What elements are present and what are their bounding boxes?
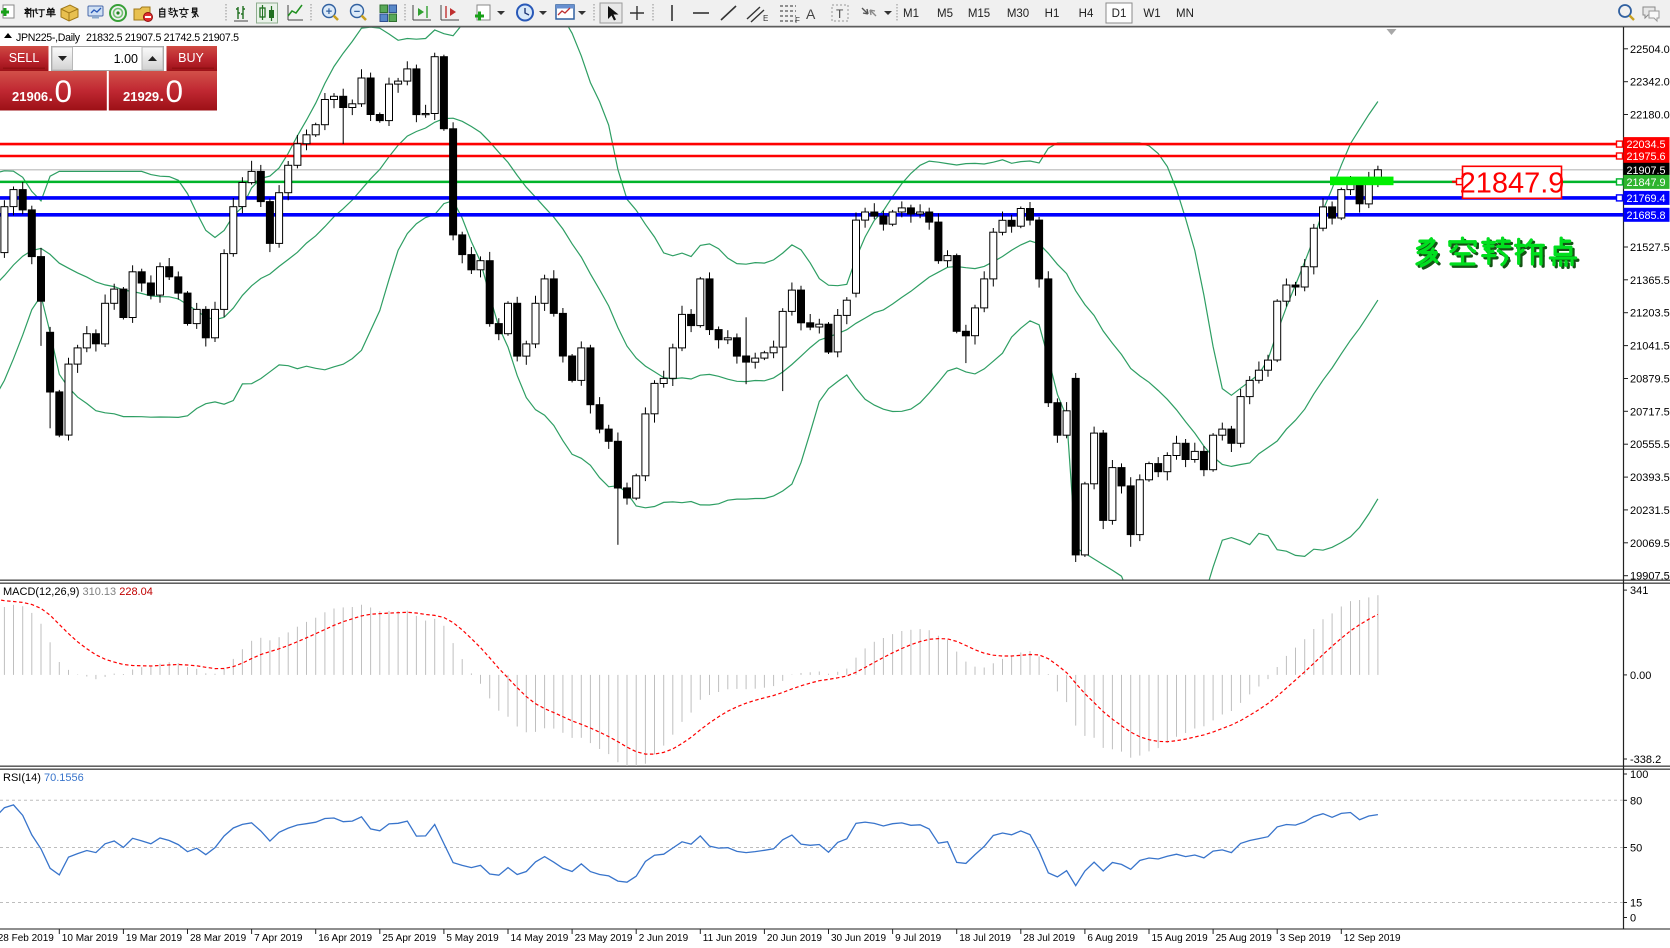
svg-text:21685.8: 21685.8 bbox=[1627, 210, 1666, 222]
svg-text:.: . bbox=[160, 88, 164, 105]
svg-text:341: 341 bbox=[1630, 585, 1648, 597]
svg-text:RSI(14) 70.1556: RSI(14) 70.1556 bbox=[3, 772, 84, 784]
svg-text:F: F bbox=[795, 16, 800, 25]
svg-text:+: + bbox=[326, 6, 332, 18]
svg-text:-338.2: -338.2 bbox=[1630, 754, 1661, 766]
svg-text:15: 15 bbox=[1630, 898, 1642, 910]
svg-text:6 Aug 2019: 6 Aug 2019 bbox=[1087, 933, 1138, 944]
svg-text:28 Feb 2019: 28 Feb 2019 bbox=[0, 933, 54, 944]
svg-text:M30: M30 bbox=[1007, 8, 1029, 20]
svg-text:M1: M1 bbox=[903, 8, 919, 20]
svg-text:22342.0: 22342.0 bbox=[1630, 77, 1670, 89]
svg-text:T: T bbox=[836, 7, 844, 21]
svg-text:0.00: 0.00 bbox=[1630, 670, 1651, 682]
svg-text:25 Aug 2019: 25 Aug 2019 bbox=[1216, 933, 1273, 944]
svg-text:22034.5: 22034.5 bbox=[1627, 139, 1666, 151]
svg-text:21906: 21906 bbox=[12, 89, 48, 104]
svg-text:19 Mar 2019: 19 Mar 2019 bbox=[126, 933, 183, 944]
svg-text:9 Jul 2019: 9 Jul 2019 bbox=[895, 933, 942, 944]
svg-text:19907.5: 19907.5 bbox=[1630, 571, 1670, 583]
svg-text:22180.0: 22180.0 bbox=[1630, 110, 1670, 122]
svg-text:30 Jun 2019: 30 Jun 2019 bbox=[831, 933, 886, 944]
svg-text:100: 100 bbox=[1630, 769, 1648, 781]
svg-text:12 Sep 2019: 12 Sep 2019 bbox=[1344, 933, 1401, 944]
svg-text:21847.9: 21847.9 bbox=[1627, 177, 1666, 189]
svg-text:16 Apr 2019: 16 Apr 2019 bbox=[318, 933, 372, 944]
svg-text:.: . bbox=[49, 88, 53, 105]
svg-text:3 Sep 2019: 3 Sep 2019 bbox=[1280, 933, 1332, 944]
svg-text:10 Mar 2019: 10 Mar 2019 bbox=[62, 933, 119, 944]
svg-text:5 May 2019: 5 May 2019 bbox=[446, 933, 499, 944]
svg-text:1.00: 1.00 bbox=[114, 52, 138, 66]
svg-text:H4: H4 bbox=[1079, 8, 1094, 20]
svg-text:20 Jun 2019: 20 Jun 2019 bbox=[767, 933, 822, 944]
svg-text:11 Jun 2019: 11 Jun 2019 bbox=[703, 933, 758, 944]
svg-text:W1: W1 bbox=[1143, 8, 1160, 20]
svg-text:15 Aug 2019: 15 Aug 2019 bbox=[1152, 933, 1209, 944]
svg-text:21847.9: 21847.9 bbox=[1460, 168, 1565, 200]
svg-text:21365.5: 21365.5 bbox=[1630, 275, 1670, 287]
svg-text:21929: 21929 bbox=[123, 89, 159, 104]
svg-text:23 May 2019: 23 May 2019 bbox=[575, 933, 633, 944]
svg-text:20231.5: 20231.5 bbox=[1630, 505, 1670, 517]
svg-text:50: 50 bbox=[1630, 843, 1642, 855]
svg-text:SELL: SELL bbox=[9, 51, 40, 65]
svg-text:20393.5: 20393.5 bbox=[1630, 472, 1670, 484]
svg-text:22504.0: 22504.0 bbox=[1630, 44, 1670, 56]
svg-text:21041.5: 21041.5 bbox=[1630, 341, 1670, 353]
svg-text:21832.5 21907.5 21742.5 21907.: 21832.5 21907.5 21742.5 21907.5 bbox=[86, 32, 239, 44]
svg-text:21907.5: 21907.5 bbox=[1627, 165, 1666, 177]
svg-text:BUY: BUY bbox=[178, 51, 204, 65]
svg-text:M15: M15 bbox=[968, 8, 990, 20]
svg-text:21527.5: 21527.5 bbox=[1630, 242, 1670, 254]
svg-text:MACD(12,26,9) 310.13 228.04: MACD(12,26,9) 310.13 228.04 bbox=[3, 586, 153, 598]
svg-text:0: 0 bbox=[166, 73, 184, 109]
svg-text:28 Jul 2019: 28 Jul 2019 bbox=[1023, 933, 1075, 944]
svg-text:0: 0 bbox=[1630, 913, 1636, 925]
svg-text:25 Apr 2019: 25 Apr 2019 bbox=[382, 933, 436, 944]
svg-text:20069.5: 20069.5 bbox=[1630, 538, 1670, 550]
svg-text:A: A bbox=[806, 6, 816, 22]
svg-text:E: E bbox=[763, 14, 768, 23]
svg-text:0: 0 bbox=[55, 73, 73, 109]
svg-text:18 Jul 2019: 18 Jul 2019 bbox=[959, 933, 1011, 944]
svg-text:−: − bbox=[354, 6, 360, 18]
svg-text:M5: M5 bbox=[937, 8, 953, 20]
svg-text:21769.4: 21769.4 bbox=[1627, 193, 1666, 205]
svg-text:28 Mar 2019: 28 Mar 2019 bbox=[190, 933, 247, 944]
svg-text:D1: D1 bbox=[1112, 8, 1127, 20]
svg-text:20879.5: 20879.5 bbox=[1630, 374, 1670, 386]
svg-text:14 May 2019: 14 May 2019 bbox=[511, 933, 569, 944]
svg-text:7 Apr 2019: 7 Apr 2019 bbox=[254, 933, 303, 944]
svg-text:JPN225-,Daily: JPN225-,Daily bbox=[16, 32, 81, 44]
svg-text:20717.5: 20717.5 bbox=[1630, 406, 1670, 418]
svg-text:21975.6: 21975.6 bbox=[1627, 151, 1666, 163]
svg-text:H1: H1 bbox=[1045, 8, 1060, 20]
svg-text:80: 80 bbox=[1630, 795, 1642, 807]
svg-text:MN: MN bbox=[1176, 8, 1194, 20]
svg-text:21203.5: 21203.5 bbox=[1630, 308, 1670, 320]
svg-text:20555.5: 20555.5 bbox=[1630, 439, 1670, 451]
svg-text:2 Jun 2019: 2 Jun 2019 bbox=[639, 933, 689, 944]
